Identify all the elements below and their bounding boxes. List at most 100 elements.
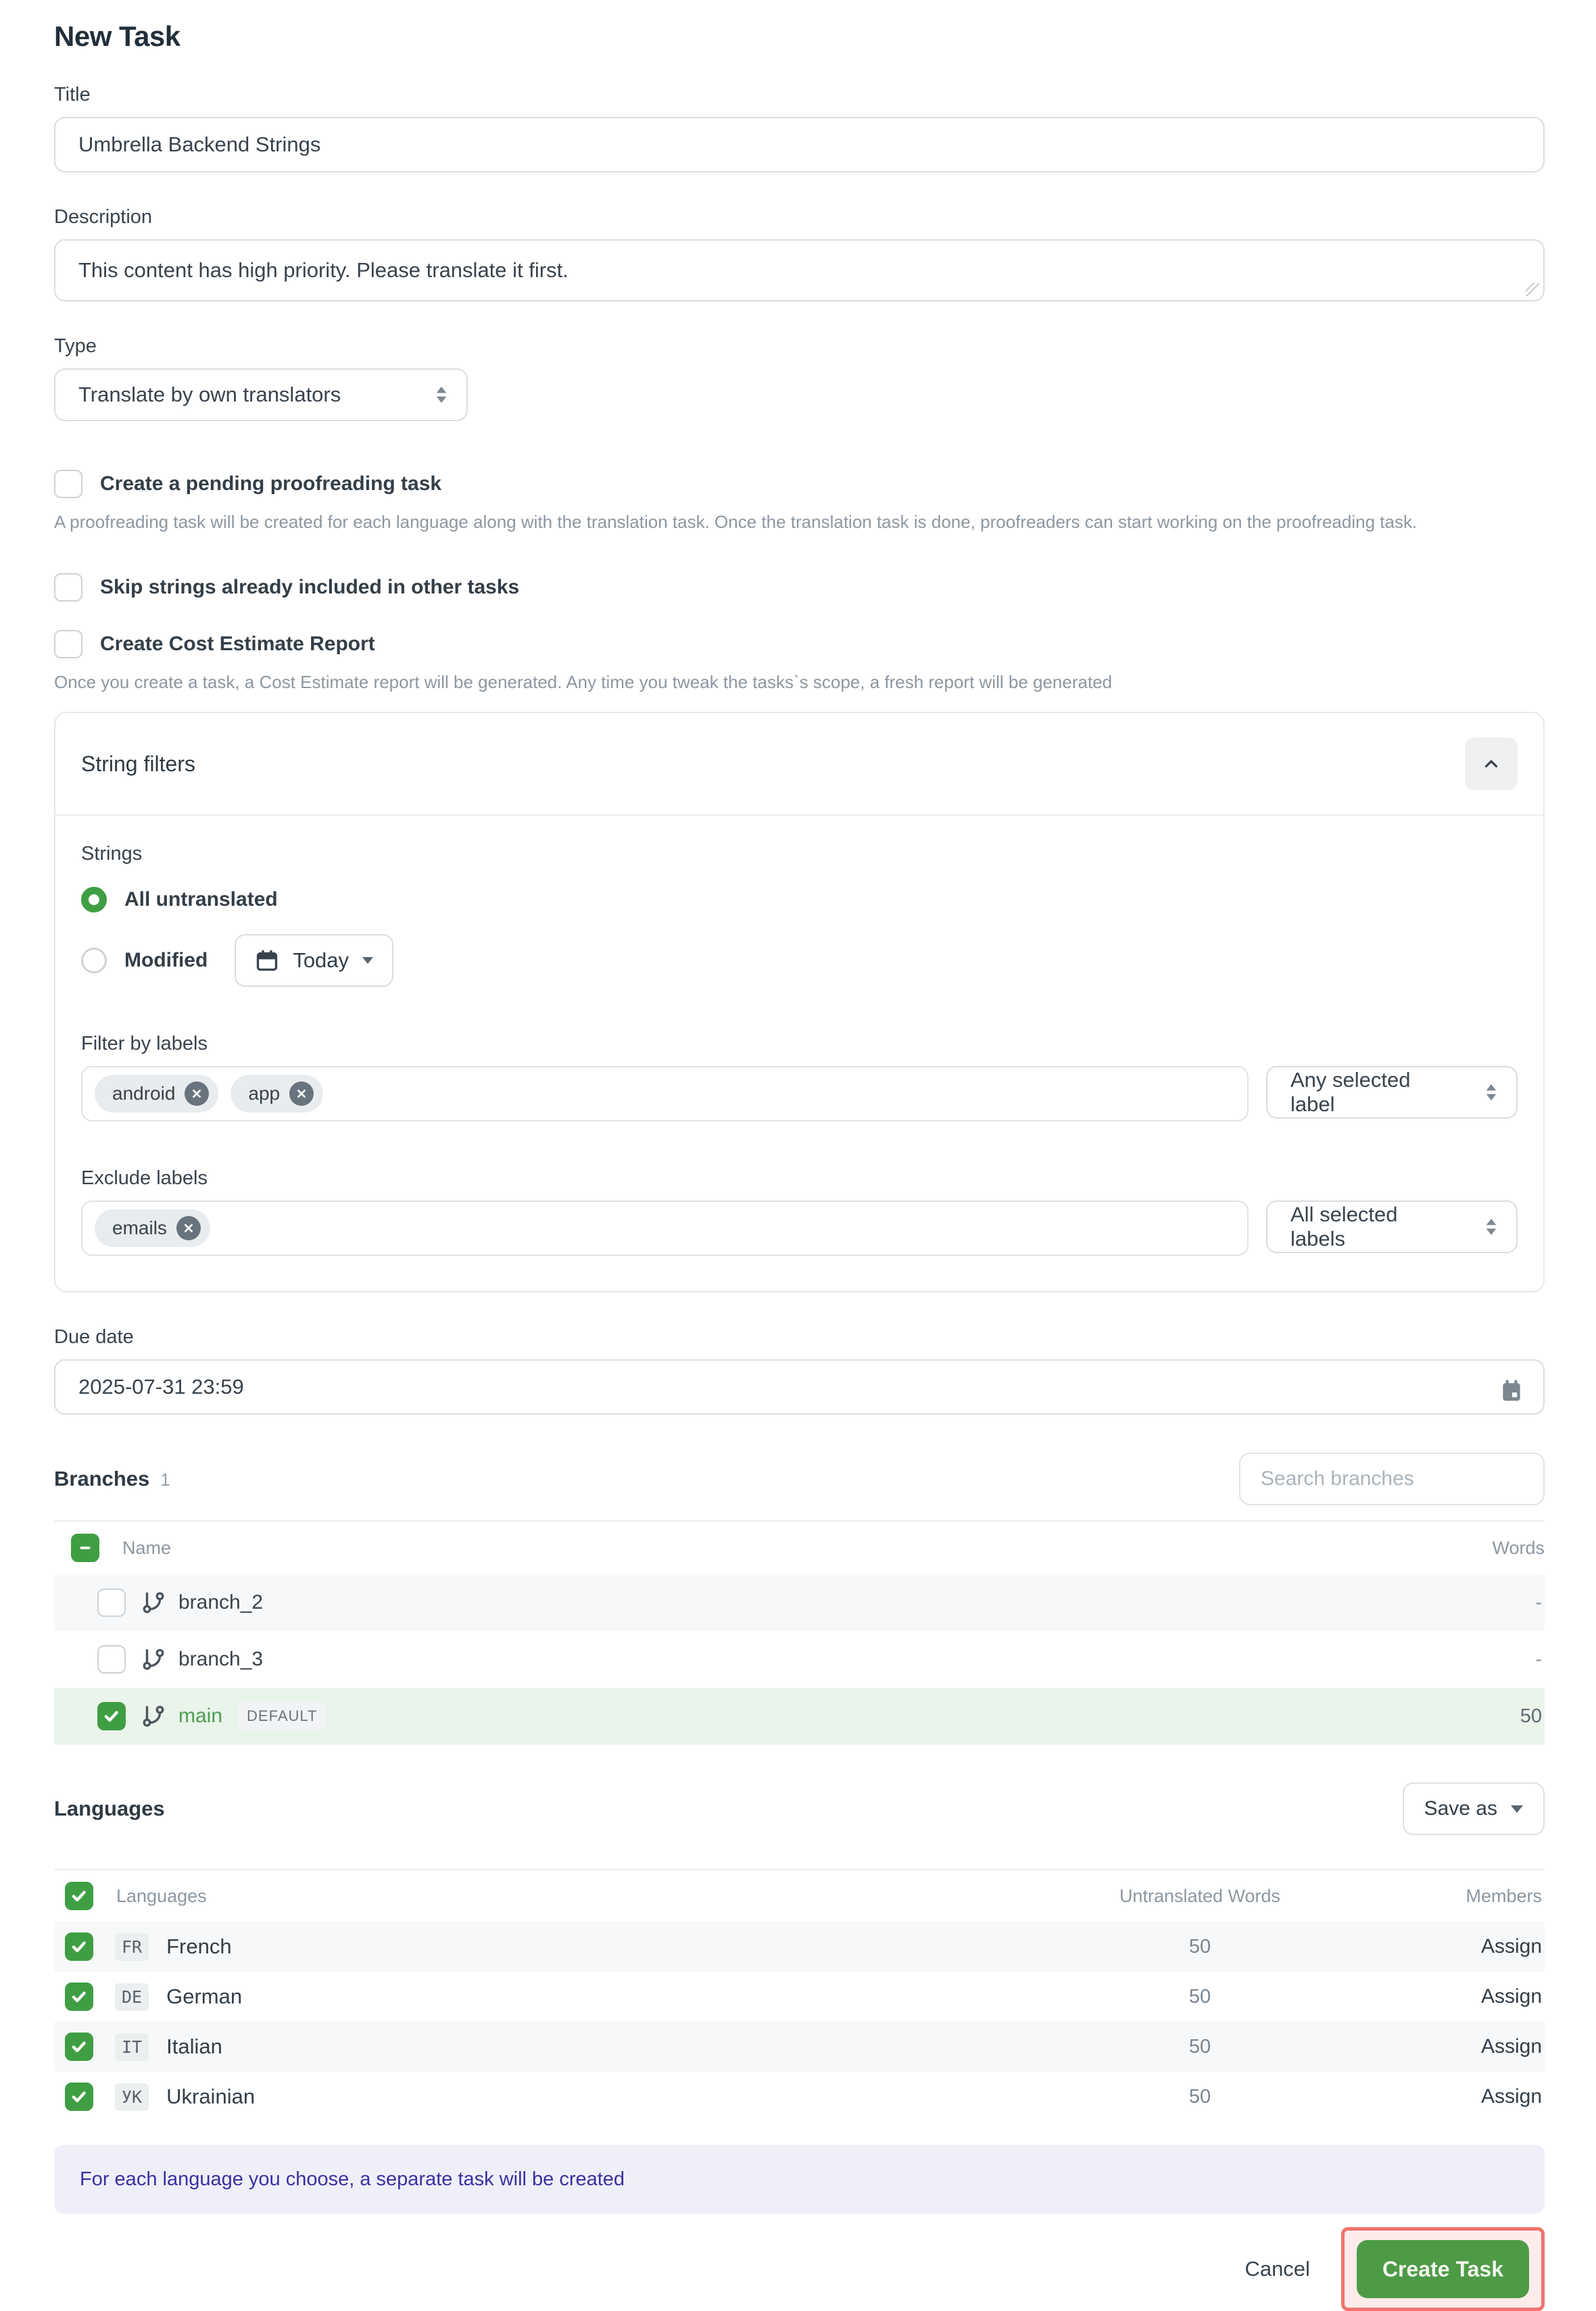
assign-link[interactable]: Assign — [1480, 1935, 1542, 1958]
select-all-branches-checkbox[interactable] — [71, 1534, 99, 1563]
radio-all-untranslated-row[interactable]: All untranslated — [81, 887, 1518, 913]
branch-name: branch_3 — [178, 1648, 264, 1671]
language-checkbox[interactable] — [65, 1932, 93, 1962]
label-tag-text: android — [112, 1083, 176, 1104]
description-input[interactable]: This content has high priority. Please t… — [54, 239, 1545, 301]
due-date-label: Due date — [54, 1326, 134, 1348]
proofreading-checkbox-label: Create a pending proofreading task — [100, 472, 442, 495]
language-code-badge: IT — [115, 2033, 149, 2061]
untranslated-words-value: 50 — [1188, 2035, 1211, 2058]
members-header: Members — [1466, 1885, 1542, 1906]
branches-section-header: Branches 1 — [54, 1453, 1545, 1506]
create-task-button[interactable]: Create Task — [1356, 2240, 1529, 2299]
untranslated-words-value: 50 — [1188, 2085, 1211, 2108]
save-as-label: Save as — [1424, 1797, 1497, 1820]
untranslated-words-header: Untranslated Words — [1119, 1885, 1281, 1906]
calendar-icon — [255, 948, 279, 973]
language-row[interactable]: FR French 50 Assign — [54, 1922, 1545, 1972]
branch-checkbox[interactable] — [97, 1645, 126, 1674]
branches-table-header: Name Words — [54, 1522, 1545, 1574]
filter-by-labels-label: Filter by labels — [81, 1033, 208, 1055]
info-banner: For each language you choose, a separate… — [54, 2145, 1545, 2214]
remove-tag-button[interactable] — [185, 1081, 210, 1106]
info-banner-text: For each language you choose, a separate… — [80, 2168, 625, 2190]
exclude-labels-input[interactable]: emails — [81, 1200, 1249, 1257]
languages-title: Languages — [54, 1797, 165, 1821]
filter-labels-input[interactable]: android app — [81, 1066, 1249, 1122]
type-label: Type — [54, 335, 97, 357]
language-code-badge: УК — [115, 2083, 149, 2111]
annotation-highlight-box: Create Task — [1340, 2227, 1545, 2311]
due-date-field — [54, 1359, 1545, 1415]
modified-range-value: Today — [293, 948, 349, 973]
branches-count: 1 — [160, 1469, 170, 1490]
cost-estimate-hint: Once you create a task, a Cost Estimate … — [54, 672, 1113, 693]
radio-modified-row: Modified Today — [81, 934, 1518, 988]
language-checkbox[interactable] — [65, 2083, 93, 2112]
branch-checkbox[interactable] — [97, 1702, 126, 1731]
title-label: Title — [54, 84, 91, 105]
modified-radio[interactable] — [81, 948, 107, 974]
cancel-button[interactable]: Cancel — [1244, 2257, 1310, 2281]
description-label: Description — [54, 206, 153, 228]
language-code-badge: DE — [115, 1982, 149, 2011]
languages-name-header: Languages — [116, 1885, 207, 1906]
description-field: This content has high priority. Please t… — [54, 239, 1545, 301]
save-as-button[interactable]: Save as — [1402, 1782, 1545, 1836]
page-title: New Task — [54, 20, 180, 52]
assign-link[interactable]: Assign — [1480, 2085, 1542, 2108]
skip-strings-checkbox-label: Skip strings already included in other t… — [100, 576, 520, 599]
exclude-labels-label: Exclude labels — [81, 1167, 208, 1190]
language-row[interactable]: IT Italian 50 Assign — [54, 2022, 1545, 2072]
assign-link[interactable]: Assign — [1480, 2035, 1542, 2058]
label-tag-text: app — [248, 1083, 281, 1104]
branches-title-wrap: Branches 1 — [54, 1467, 170, 1491]
label-tag-text: emails — [112, 1217, 167, 1239]
remove-tag-button[interactable] — [289, 1081, 314, 1106]
language-name: Italian — [166, 2035, 222, 2059]
skip-strings-checkbox-row[interactable]: Skip strings already included in other t… — [54, 573, 1545, 602]
collapse-panel-button[interactable] — [1465, 737, 1518, 791]
cost-estimate-checkbox-label: Create Cost Estimate Report — [100, 633, 375, 656]
assign-link[interactable]: Assign — [1480, 1985, 1542, 2008]
language-row[interactable]: DE German 50 Assign — [54, 1972, 1545, 2022]
calendar-icon[interactable] — [1499, 1378, 1524, 1404]
skip-strings-checkbox[interactable] — [54, 573, 82, 602]
branch-row[interactable]: branch_2 - — [54, 1574, 1545, 1632]
type-select[interactable]: Translate by own translators — [54, 368, 468, 421]
branch-row[interactable]: branch_3 - — [54, 1631, 1545, 1688]
remove-tag-button[interactable] — [176, 1216, 201, 1241]
select-updown-icon — [1484, 1081, 1499, 1103]
untranslated-words-value: 50 — [1188, 1935, 1211, 1957]
filter-labels-mode-select[interactable]: Any selected label — [1266, 1066, 1518, 1119]
cost-estimate-checkbox[interactable] — [54, 630, 82, 659]
select-updown-icon — [1484, 1216, 1499, 1238]
cost-estimate-checkbox-row[interactable]: Create Cost Estimate Report — [54, 630, 1545, 659]
proofreading-checkbox[interactable] — [54, 470, 82, 498]
label-tag: app — [231, 1075, 324, 1113]
filter-by-labels-row: android app Any selected label — [81, 1066, 1518, 1122]
due-date-input[interactable] — [54, 1359, 1545, 1415]
search-branches-input[interactable] — [1239, 1453, 1545, 1506]
label-tag: emails — [95, 1209, 210, 1248]
branch-row-selected[interactable]: main DEFAULT 50 — [54, 1688, 1545, 1745]
modified-label: Modified — [124, 949, 208, 972]
exclude-labels-mode-select[interactable]: All selected labels — [1266, 1200, 1518, 1254]
language-checkbox[interactable] — [65, 2033, 93, 2062]
caret-down-icon — [362, 957, 374, 965]
type-select-value: Translate by own translators — [78, 383, 341, 406]
caret-down-icon — [1511, 1805, 1523, 1813]
title-input[interactable] — [54, 117, 1545, 172]
modified-range-button[interactable]: Today — [235, 934, 394, 988]
proofreading-checkbox-row[interactable]: Create a pending proofreading task — [54, 470, 1545, 498]
default-branch-badge: DEFAULT — [237, 1702, 327, 1731]
branch-checkbox[interactable] — [97, 1588, 126, 1617]
language-row[interactable]: УК Ukrainian 50 Assign — [54, 2072, 1545, 2122]
panel-divider — [55, 814, 1543, 817]
language-checkbox[interactable] — [65, 1982, 93, 2012]
filter-labels-mode-value: Any selected label — [1290, 1068, 1411, 1117]
select-all-languages-checkbox[interactable] — [65, 1882, 93, 1911]
all-untranslated-radio[interactable] — [81, 887, 107, 913]
language-name: German — [166, 1985, 243, 2009]
